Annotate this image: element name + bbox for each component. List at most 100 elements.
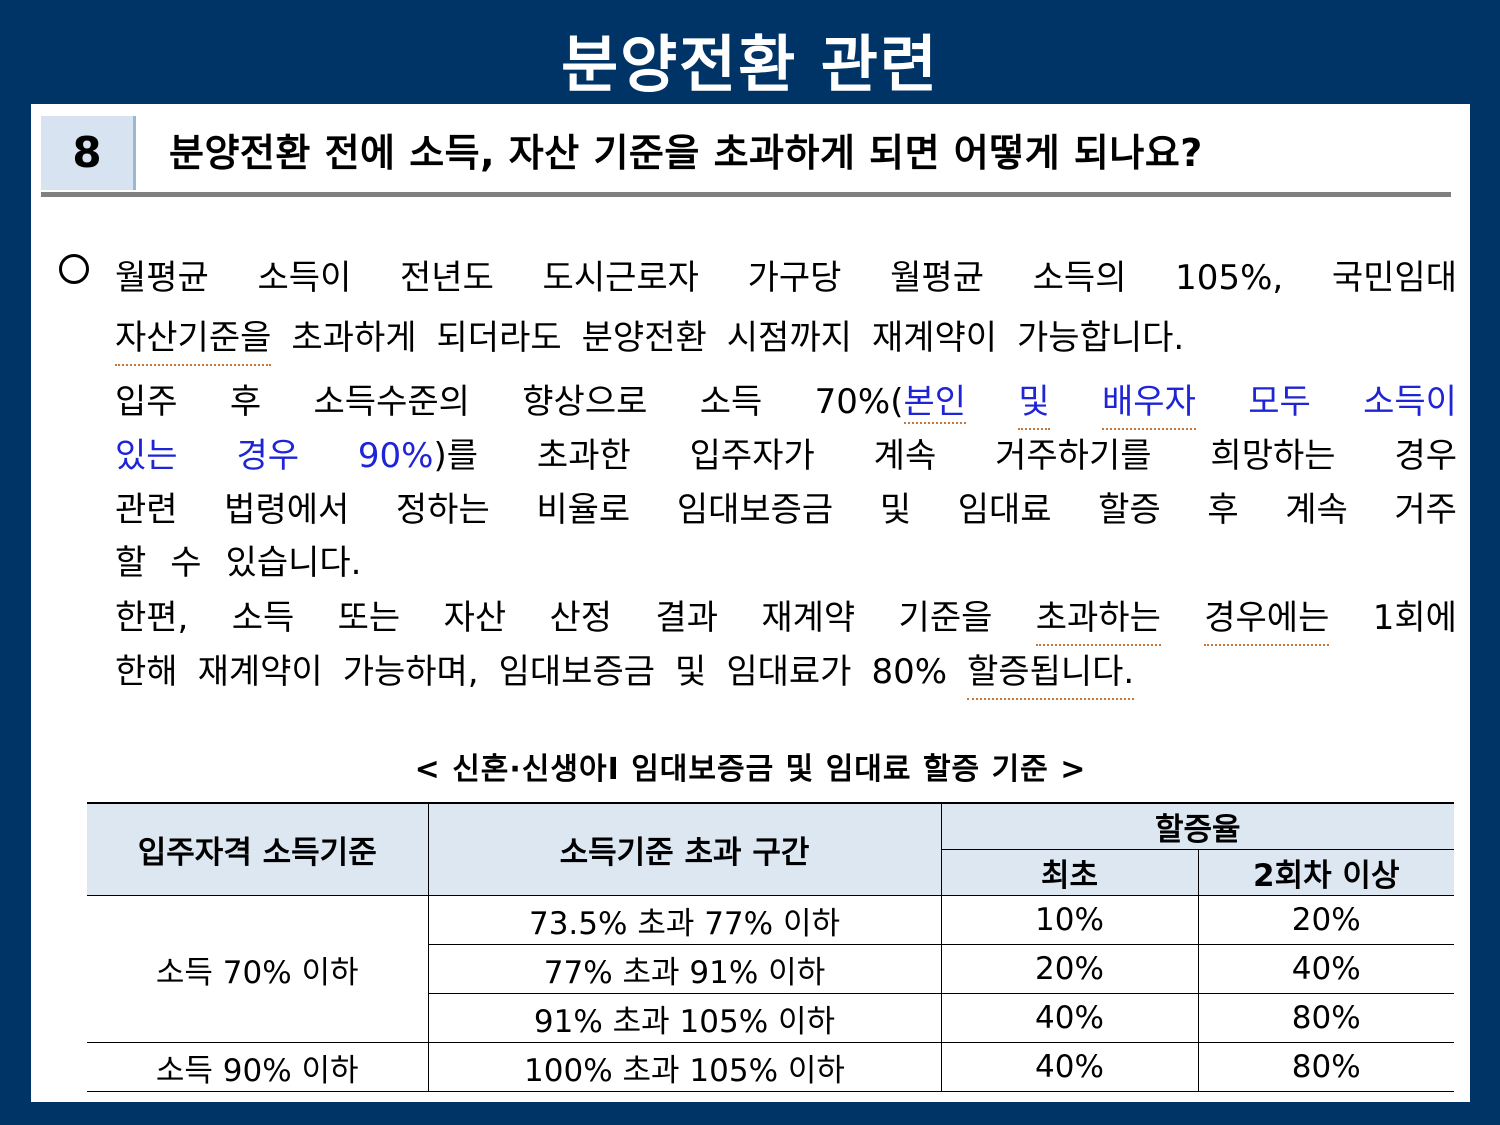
word: 소득의 [1032,258,1127,298]
first-rate-cell: 40% [941,1042,1199,1092]
para-line-8: 한해 재계약이 가능하며, 임대보증금 및 임대료가 80% 할증됩니다. [115,646,1457,700]
word: 경우에는 [1204,592,1330,646]
word: 자산기준을 [115,312,272,366]
question-text: 분양전환 전에 소득, 자산 기준을 초과하게 되면 어떻게 되나요? [169,131,1203,175]
word: 할 [115,543,147,583]
question-number: 8 [41,116,136,190]
second-rate-cell: 80% [1198,1042,1454,1092]
question-header: 8 분양전환 전에 소득, 자산 기준을 초과하게 되면 어떻게 되나요? [41,116,1451,197]
word: 임대보증금 [676,490,834,530]
table-row: 77% 초과 91% 이하 20% 40% [87,944,1454,994]
word: 거주하기를 [995,436,1152,476]
first-rate-cell: 40% [941,993,1199,1043]
header-surcharge-rate: 할증율 [941,802,1454,850]
word: 도시근로자 [542,258,699,298]
first-rate-cell: 10% [941,895,1199,945]
word: 초과한 [536,436,631,476]
group-label: 소득 90% 이하 [87,1042,429,1092]
word: 월평균 [890,258,984,298]
word: 국민임대 [1331,258,1457,298]
word: 및 [675,652,707,692]
word: 소득수준의 [313,382,470,422]
second-rate-cell: 20% [1198,895,1454,945]
para-line-3: 입주 후 소득수준의 향상으로 소득 70%(본인 및 배우자 모두 소득이 [115,376,1457,430]
highlight-word: 있는 [115,436,178,476]
para-line-7: 한편, 소득 또는 자산 산정 결과 재계약 기준을 초과하는 경우에는 1회에 [115,592,1457,646]
word: 또는 [337,598,401,638]
highlight-word: 경우 [236,436,300,476]
word: 재계약이 [871,318,998,358]
word: 정하는 [395,490,490,530]
word: 시점까지 [726,318,852,358]
word: 소득 [231,598,295,638]
word: 가능합니다. [1017,318,1185,358]
word: 수 [170,543,202,583]
highlight-word: 배우자 [1102,376,1196,430]
word: 산정 [549,598,613,638]
word: 및 [879,490,912,530]
first-rate-cell: 20% [941,944,1199,994]
header-first: 최초 [941,849,1199,896]
word: 105%, [1175,258,1284,298]
highlight-word: 90% [357,436,434,476]
header-income-qualification: 입주자격 소득기준 [87,802,429,896]
range-cell: 77% 초과 91% 이하 [428,944,942,994]
header-second-or-later: 2회차 이상 [1198,849,1454,896]
word: 자산 [443,598,507,638]
word: 가구당 [747,258,842,298]
word: 한편, [115,598,189,638]
highlight-word: 모두 [1248,382,1311,422]
slide-title: 분양전환 관련 [561,28,939,101]
word: 입주자가 [689,436,815,476]
word: 임대료가 [726,652,852,692]
group-label: 소득 70% 이하 [87,895,429,1043]
word: 재계약이 [197,652,323,692]
word: 관련 [115,490,178,530]
word: 할증됩니다. [967,646,1135,700]
word: 희망하는 [1210,436,1336,476]
word: 초과하는 [1035,592,1161,646]
surcharge-table: 입주자격 소득기준 소득기준 초과 구간 할증율 최초 2회차 이상 소득 70… [87,802,1454,1092]
word: 거주 [1394,490,1457,530]
word: 입주 [115,382,178,422]
word: 80% [871,652,948,692]
para-line-6: 할 수 있습니다. [115,537,1457,589]
highlight-word: 소득이 [1363,382,1457,422]
bullet-circle-icon [59,254,89,284]
word: 가능하며, [342,652,479,692]
range-cell: 91% 초과 105% 이하 [428,993,942,1043]
word: 계속 [873,436,937,476]
word: 되더라도 [436,318,562,358]
word: 분양전환 [581,318,707,358]
word: 전년도 [400,258,494,298]
word: 소득 [699,382,763,422]
range-cell: 73.5% 초과 77% 이하 [428,895,942,945]
highlight-word: 및 [1018,376,1050,430]
word: 할증 [1098,490,1161,530]
word: 계속 [1285,490,1348,530]
word: 기준을 [898,598,993,638]
word: 결과 [655,598,718,638]
word: 임대보증금 [498,652,656,692]
word: 재계약 [761,598,856,638]
word: 비율로 [536,490,631,530]
table-row: 91% 초과 105% 이하 40% 80% [87,993,1454,1043]
word: 초과하게 [291,318,417,358]
para-line-2: 자산기준을 초과하게 되더라도 분양전환 시점까지 재계약이 가능합니다. [115,312,1457,366]
second-rate-cell: 80% [1198,993,1454,1043]
para-line-1: 월평균 소득이 전년도 도시근로자 가구당 월평균 소득의 105%, 국민임대 [115,252,1457,304]
word: 후 [1207,490,1239,530]
word: 임대료 [957,490,1052,530]
content-panel: 8 분양전환 전에 소득, 자산 기준을 초과하게 되면 어떻게 되나요? 월평… [31,104,1470,1102]
word: 소득이 [257,258,352,298]
table-row: 소득 90% 이하 100% 초과 105% 이하 40% 80% [87,1042,1454,1092]
word: 법령에서 [224,490,350,530]
highlight-word: 본인 [903,382,967,424]
word: 경우 [1394,436,1457,476]
word: 향상으로 [522,382,648,422]
table-caption: < 신혼·신생아Ⅰ 임대보증금 및 임대료 할증 기준 > [414,752,1087,787]
word: 후 [229,382,262,422]
word: )를 [433,436,479,476]
word: 월평균 [115,258,209,298]
header-excess-range: 소득기준 초과 구간 [428,802,942,896]
